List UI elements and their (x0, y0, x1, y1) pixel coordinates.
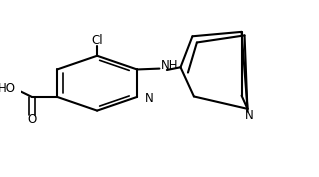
Text: Cl: Cl (91, 34, 103, 47)
Text: HO: HO (0, 82, 16, 95)
Text: N: N (145, 92, 153, 105)
Text: O: O (27, 113, 36, 126)
Text: N: N (245, 109, 253, 122)
Text: NH: NH (161, 59, 178, 72)
